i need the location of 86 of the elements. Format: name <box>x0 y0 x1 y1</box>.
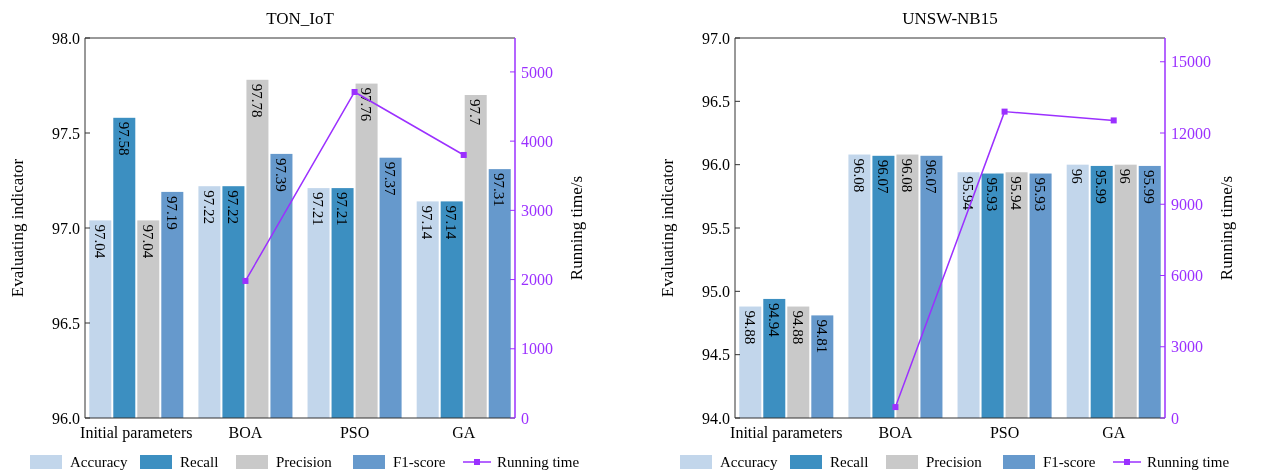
legend-label: Running time <box>497 454 580 471</box>
data-label: 95.99 <box>1093 169 1110 204</box>
y2-axis-title: Running time/s <box>567 175 586 281</box>
y-tick-label: 96.5 <box>52 314 80 332</box>
data-label: 96.07 <box>875 159 892 195</box>
y-tick-label: 95.5 <box>702 219 730 237</box>
legend-label: Precision <box>276 454 333 471</box>
y2-tick-label: 15000 <box>1171 53 1211 71</box>
y2-tick-label: 3000 <box>1171 338 1203 356</box>
data-label: 97.58 <box>116 121 133 156</box>
data-label: 97.7 <box>467 99 484 126</box>
legend-label: Accuracy <box>70 454 128 471</box>
y2-tick-label: 1000 <box>521 340 553 358</box>
y-tick-label: 97.0 <box>52 219 80 237</box>
point <box>242 277 249 284</box>
y2-axis-title: Running time/s <box>1217 175 1236 281</box>
y-tick-label: 96.5 <box>702 92 730 110</box>
legend-label: Recall <box>180 454 219 471</box>
data-label: 96.08 <box>899 158 916 193</box>
data-label: 97.04 <box>92 224 109 259</box>
data-label: 97.31 <box>491 173 508 207</box>
data-label: 97.04 <box>140 224 157 259</box>
data-label: 97.39 <box>273 157 290 192</box>
data-label: 97.14 <box>443 205 460 240</box>
legend-label: Running time <box>1147 454 1230 471</box>
point <box>351 88 358 95</box>
data-label: 96 <box>1117 168 1134 185</box>
x-tick-label: Initial parameters <box>80 424 193 442</box>
data-label: 97.21 <box>334 192 351 226</box>
point <box>1110 117 1117 124</box>
y-tick-label: 97.5 <box>52 124 80 142</box>
chart-title: UNSW-NB15 <box>902 9 998 28</box>
data-label: 94.88 <box>742 310 759 345</box>
chart-title: TON_IoT <box>266 9 335 28</box>
y-axis-title: Evaluating indicator <box>8 158 27 298</box>
data-label: 97.37 <box>382 161 399 196</box>
data-label: 95.93 <box>1032 177 1049 212</box>
y2-tick-label: 0 <box>1171 409 1179 427</box>
x-tick-label: PSO <box>339 424 370 441</box>
data-label: 97.78 <box>249 83 266 118</box>
y2-tick-label: 6000 <box>1171 267 1203 285</box>
data-label: 94.81 <box>814 319 831 354</box>
data-label: 94.94 <box>766 302 783 338</box>
data-label: 95.93 <box>984 177 1001 212</box>
point <box>1001 108 1008 115</box>
x-tick-label: BOA <box>878 424 913 441</box>
data-label: 97.22 <box>225 190 242 224</box>
legend-label: Accuracy <box>720 454 778 471</box>
x-tick-label: Initial parameters <box>730 424 843 442</box>
y2-tick-label: 5000 <box>521 63 553 81</box>
y-tick-label: 96.0 <box>52 409 80 427</box>
y-tick-label: 96.0 <box>702 156 730 174</box>
data-label: 94.88 <box>790 310 807 345</box>
data-label: 96.07 <box>923 159 940 195</box>
x-tick-label: PSO <box>989 424 1020 441</box>
y-tick-label: 95.0 <box>702 282 730 300</box>
data-label: 97.19 <box>164 195 181 230</box>
data-label: 97.21 <box>310 192 327 226</box>
data-label: 95.94 <box>960 176 977 211</box>
x-tick-label: GA <box>452 424 476 441</box>
legend-label: F1-score <box>393 454 446 471</box>
data-label: 96 <box>1069 168 1086 185</box>
y2-tick-label: 4000 <box>521 132 553 150</box>
y2-tick-label: 2000 <box>521 271 553 289</box>
x-tick-label: BOA <box>228 424 263 441</box>
y-tick-label: 94.5 <box>702 346 730 364</box>
x-tick-label: GA <box>1102 424 1126 441</box>
data-label: 96.08 <box>851 158 868 193</box>
point <box>460 151 467 158</box>
y-tick-label: 98.0 <box>52 29 80 47</box>
legend-label: Precision <box>926 454 983 471</box>
point <box>892 404 899 411</box>
y-tick-label: 94.0 <box>702 409 730 427</box>
legend-label: F1-score <box>1043 454 1096 471</box>
data-label: 97.76 <box>358 87 375 122</box>
y2-tick-label: 0 <box>521 409 529 427</box>
y-tick-label: 97.0 <box>702 29 730 47</box>
y-axis-title: Evaluating indicator <box>658 158 677 298</box>
data-label: 95.94 <box>1008 176 1025 211</box>
data-label: 95.99 <box>1141 169 1158 204</box>
data-label: 97.22 <box>201 190 218 224</box>
y2-tick-label: 3000 <box>521 201 553 219</box>
y2-tick-label: 9000 <box>1171 195 1203 213</box>
y2-tick-label: 12000 <box>1171 124 1211 142</box>
legend-label: Recall <box>830 454 869 471</box>
data-label: 97.14 <box>419 205 436 240</box>
